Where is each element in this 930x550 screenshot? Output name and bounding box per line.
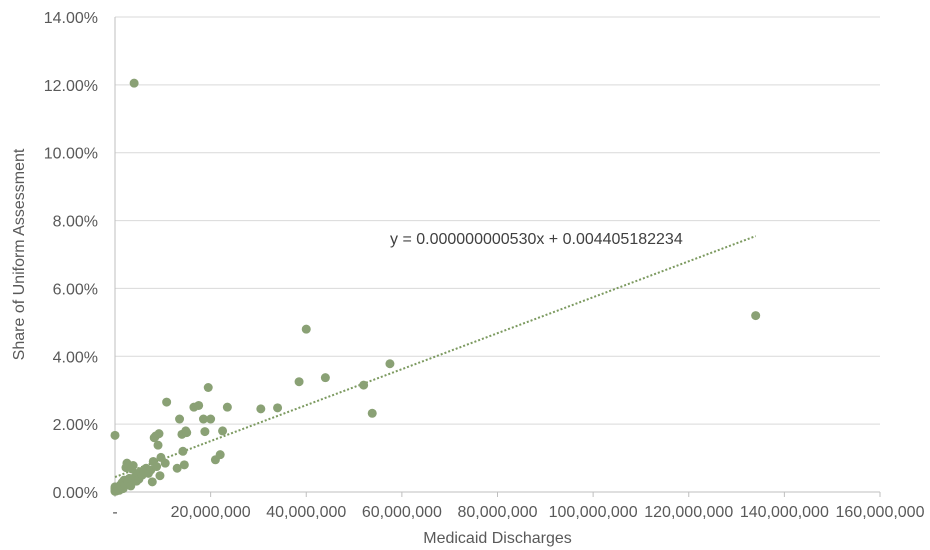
data-point (128, 461, 138, 471)
data-point (359, 380, 369, 390)
data-point (178, 446, 188, 456)
data-point (256, 404, 266, 414)
data-point (182, 428, 192, 438)
data-point (385, 359, 395, 369)
data-point (179, 460, 189, 470)
y-tick-label: 12.00% (44, 78, 98, 95)
data-point (162, 397, 172, 407)
data-point (152, 462, 162, 472)
data-point (194, 400, 204, 410)
x-tick-label: 80,000,000 (457, 504, 537, 521)
data-point (320, 373, 330, 383)
data-point (206, 414, 216, 424)
data-point (294, 377, 304, 387)
y-tick-label: 14.00% (44, 10, 98, 27)
data-point (154, 429, 164, 439)
data-point (172, 463, 182, 473)
x-tick-label: 20,000,000 (171, 504, 251, 521)
y-axis-title: Share of Uniform Assessment (11, 148, 28, 360)
x-tick-label: 60,000,000 (362, 504, 442, 521)
y-tick-label: 10.00% (44, 146, 98, 163)
trendline-equation: y = 0.000000000530x + 0.004405182234 (390, 231, 683, 248)
y-tick-label: 2.00% (53, 417, 98, 434)
data-point (215, 450, 225, 460)
data-point (218, 426, 228, 436)
x-tick-label: 40,000,000 (266, 504, 346, 521)
data-point (222, 402, 232, 412)
data-point (301, 324, 311, 334)
x-axis-title: Medicaid Discharges (423, 530, 572, 547)
data-point (751, 311, 761, 321)
y-tick-label: 0.00% (53, 485, 98, 502)
y-tick-labels: 0.00% 2.00% 4.00% 6.00% 8.00% 10.00% 12.00% 14.… (44, 10, 98, 502)
x-tick-label: 160,000,000 (836, 504, 925, 521)
y-tick-label: 6.00% (53, 281, 98, 298)
data-points (110, 78, 761, 496)
gridlines (115, 16, 880, 425)
y-tick-label: 8.00% (53, 214, 98, 231)
data-point (367, 408, 377, 418)
x-tick-labels: - 20,000,000 40,000,000 60,000,000 80,000,00… (112, 504, 924, 521)
x-tick-label: - (112, 504, 117, 521)
data-point (155, 471, 165, 481)
data-point (147, 477, 157, 487)
data-point (129, 78, 139, 88)
x-tick-label: 100,000,000 (549, 504, 638, 521)
data-point (110, 430, 120, 440)
data-point (198, 414, 208, 424)
data-point (153, 440, 163, 450)
x-tick-label: 120,000,000 (644, 504, 733, 521)
axes (114, 17, 881, 497)
data-point (160, 458, 170, 468)
x-tick-label: 140,000,000 (740, 504, 829, 521)
data-point (203, 383, 213, 392)
y-tick-label: 4.00% (53, 349, 98, 366)
data-point (200, 427, 210, 437)
data-point (175, 414, 185, 424)
data-point (273, 403, 283, 413)
